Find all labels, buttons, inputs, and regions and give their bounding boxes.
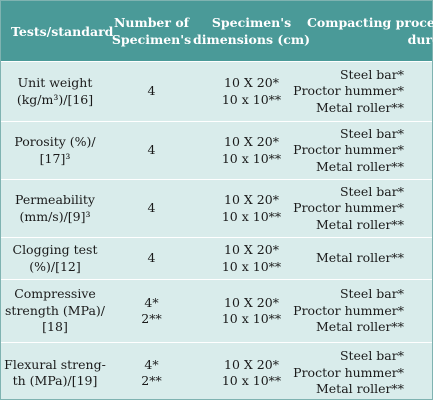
cell-test-standard: Compressive strength (MPa)/[18] [1, 280, 109, 342]
cell-line: 4 [147, 250, 156, 266]
header-line: Tests/standard [11, 23, 114, 39]
cell-line: Metal roller** [315, 158, 404, 174]
cell-line: 10 x 10** [221, 311, 282, 326]
cell-line: Metal roller** [315, 250, 404, 266]
header-compacting-procedure: Compacting proce- dure [306, 1, 433, 61]
header-line: Specimen's [111, 32, 192, 47]
cell-line: 10 X 20* [224, 192, 279, 207]
cell-specimen-dimensions: 10 X 20* 10 x 10** [194, 343, 309, 403]
cell-line: 10 x 10** [221, 373, 282, 388]
cell-line: 4 [147, 83, 156, 99]
cell-number-of-specimens: 4* 2** [109, 280, 194, 342]
cell-line: Unit weight [17, 75, 93, 90]
cell-compacting-procedure: Steel bar* Proctor hummer* Metal roller** [293, 180, 432, 237]
cell-line: Proctor hummer* [293, 142, 404, 158]
cell-line: Steel bar* [339, 125, 404, 141]
cell-line: 4* [144, 356, 159, 372]
cell-specimen-dimensions: 10 X 20* 10 x 10** [194, 180, 309, 237]
header-specimen-dimensions: Specimen's dimensions (cm) [192, 1, 311, 61]
cell-test-standard: Permeability (mm/s)/[9]³ [1, 180, 109, 237]
cell-line: Metal roller** [315, 216, 404, 232]
cell-line: Proctor hummer* [293, 83, 404, 99]
cell-line: 10 X 20* [224, 75, 279, 90]
cell-test-standard: Flexural streng-th (MPa)/[19] [1, 343, 109, 403]
cell-line: Steel bar* [339, 348, 404, 364]
cell-compacting-procedure: Steel bar* Proctor hummer* Metal roller** [293, 280, 432, 342]
header-line: dimensions (cm) [192, 32, 311, 47]
cell-line: 10 X 20* [224, 294, 279, 310]
cell-line: [17]³ [39, 150, 71, 166]
table-header-row: Tests/standard Number of Specimen's Spec… [1, 1, 433, 61]
cell-line: Compressive [14, 286, 96, 302]
cell-specimen-dimensions: 10 X 20* 10 x 10** [194, 62, 309, 121]
table-row: Permeability (mm/s)/[9]³ 4 10 X 20* 10 x 10*… [1, 179, 432, 237]
header-line: Number of [113, 15, 190, 30]
cell-line: Flexural streng- [4, 356, 106, 372]
cell-number-of-specimens: 4* 2** [109, 343, 194, 403]
cell-compacting-procedure: Metal roller** [309, 238, 432, 279]
cell-line: 10 x 10** [221, 150, 282, 166]
header-line: Compacting proce- [306, 15, 433, 30]
cell-line: [18] [42, 319, 68, 335]
cell-line: (mm/s)/[9]³ [19, 208, 91, 224]
cell-line: th (MPa)/[19] [12, 373, 98, 388]
cell-line: Steel bar* [339, 286, 404, 302]
cell-number-of-specimens: 4 [109, 122, 194, 179]
cell-line: Proctor hummer* [293, 200, 404, 216]
cell-specimen-dimensions: 10 X 20* 10 x 10** [194, 238, 309, 279]
cell-line: Clogging test [12, 242, 98, 257]
cell-line: (%)/[12] [29, 258, 81, 274]
cell-compacting-procedure: Steel bar* Proctor hummer* Metal roller** [293, 62, 432, 121]
cell-line: strength (MPa)/ [5, 302, 105, 318]
cell-line: Permeability [14, 192, 95, 207]
cell-line: 2** [141, 373, 162, 388]
cell-line: 10 x 10** [221, 208, 282, 224]
header-tests-standard: Tests/standard [1, 1, 113, 61]
table-row: Compressive strength (MPa)/[18] 4* 2** 10 X … [1, 279, 432, 342]
cell-test-standard: Clogging test (%)/[12] [1, 238, 109, 279]
cell-line: 10 X 20* [224, 356, 279, 372]
header-line: Specimen's [211, 15, 292, 30]
cell-specimen-dimensions: 10 X 20* 10 x 10** [194, 280, 309, 342]
header-line: dure [407, 32, 433, 47]
cell-number-of-specimens: 4 [109, 238, 194, 279]
cell-number-of-specimens: 4 [109, 62, 194, 121]
cell-line: 4 [147, 142, 156, 158]
table-row: Unit weight (kg/m³)/[16] 4 10 X 20* 10 x 10*… [1, 61, 432, 121]
cell-line: Metal roller** [315, 99, 404, 115]
cell-test-standard: Porosity (%)/[17]³ [1, 122, 109, 179]
cell-line: Metal roller** [315, 319, 404, 335]
cell-line: Porosity (%)/ [14, 134, 96, 149]
cell-line: Steel bar* [339, 66, 404, 82]
cell-compacting-procedure: Steel bar* Proctor hummer* Metal roller** [293, 343, 432, 403]
cell-number-of-specimens: 4 [109, 180, 194, 237]
cell-compacting-procedure: Steel bar* Proctor hummer* Metal roller** [293, 122, 432, 179]
cell-line: Proctor hummer* [293, 302, 404, 318]
cell-line: (kg/m³)/[16] [16, 91, 94, 107]
cell-line: Steel bar* [339, 183, 404, 199]
table-row: Clogging test (%)/[12] 4 10 X 20* 10 x 10** M… [1, 237, 432, 279]
cell-line: 10 x 10** [221, 258, 282, 274]
cell-line: 4 [147, 200, 156, 216]
header-number-of-specimens: Number of Specimen's [109, 1, 194, 61]
cell-line: Proctor hummer* [293, 364, 404, 380]
cell-specimen-dimensions: 10 X 20* 10 x 10** [194, 122, 309, 179]
cell-line: 4* [144, 294, 159, 310]
table-row: Flexural streng-th (MPa)/[19] 4* 2** 10 X 2… [1, 342, 432, 403]
cell-line: Metal roller** [315, 381, 404, 397]
cell-line: 2** [141, 311, 162, 326]
cell-line: 10 X 20* [224, 134, 279, 149]
cell-line: 10 X 20* [224, 242, 279, 257]
cell-test-standard: Unit weight (kg/m³)/[16] [1, 62, 109, 121]
table-row: Porosity (%)/[17]³ 4 10 X 20* 10 x 10** Stee… [1, 121, 432, 179]
cell-line: 10 x 10** [221, 91, 282, 107]
